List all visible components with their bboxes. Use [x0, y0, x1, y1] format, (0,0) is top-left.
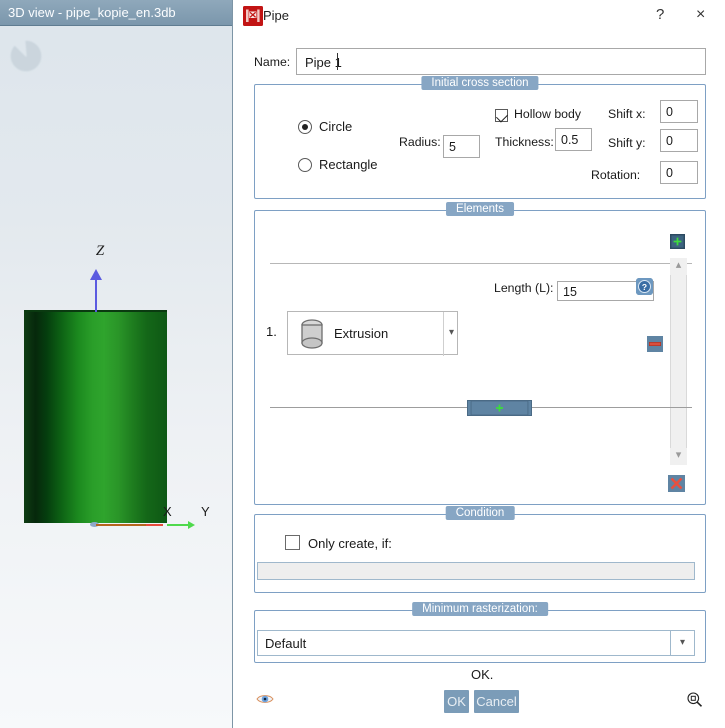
svg-text:?: ? — [642, 282, 647, 292]
